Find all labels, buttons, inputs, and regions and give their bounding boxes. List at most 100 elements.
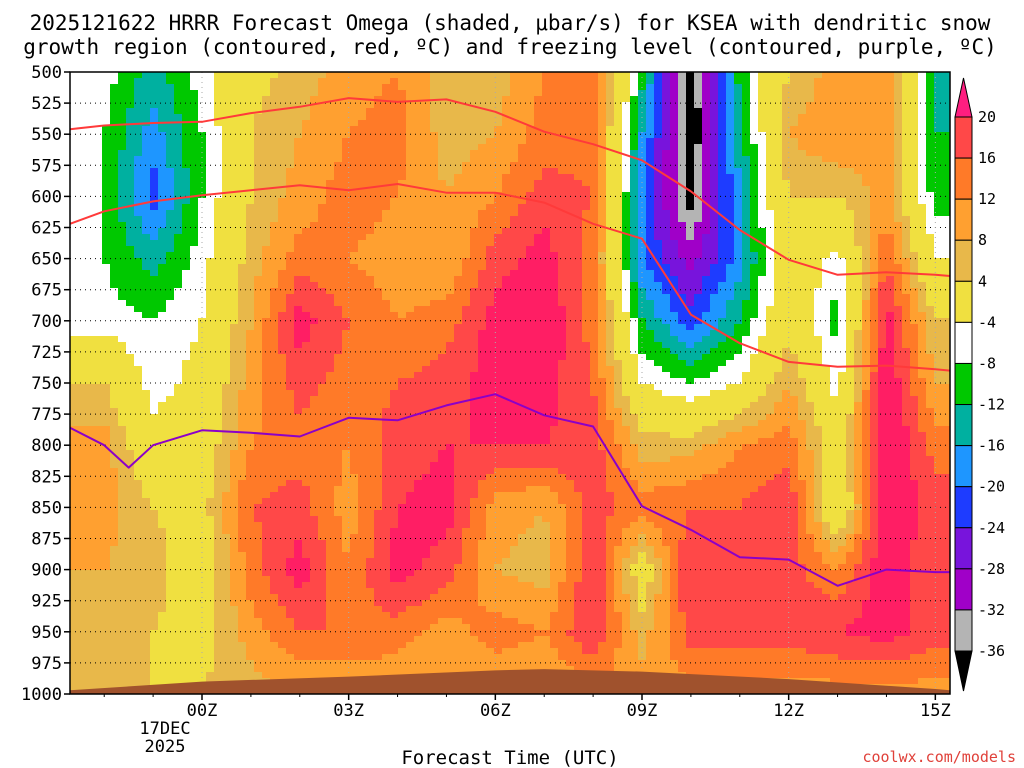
omega-cell [902,330,911,337]
omega-cell [198,126,207,133]
omega-cell [182,114,191,121]
omega-cell [574,84,583,91]
omega-cell [110,126,119,133]
omega-cell [830,78,839,85]
omega-cell [334,174,343,181]
omega-cell [558,330,567,337]
omega-cell [646,84,655,91]
omega-cell [374,342,383,349]
omega-cell [766,324,775,331]
omega-cell [302,246,311,253]
omega-cell [862,96,871,103]
omega-cell [350,240,359,247]
omega-cell [838,318,847,325]
omega-cell [726,138,735,145]
omega-cell [262,138,271,145]
omega-cell [78,156,87,163]
omega-cell [710,72,719,79]
omega-cell [702,138,711,145]
omega-cell [446,216,455,223]
omega-cell [838,114,847,121]
omega-cell [246,264,255,271]
omega-cell [910,216,919,223]
omega-cell [622,108,631,115]
omega-cell [694,186,703,193]
omega-cell [774,240,783,247]
omega-cell [486,138,495,145]
omega-cell [534,96,543,103]
omega-cell [942,228,950,235]
omega-cell [70,330,79,337]
omega-cell [222,138,231,145]
omega-cell [446,96,455,103]
omega-cell [398,96,407,103]
omega-cell [870,174,879,181]
omega-cell [462,264,471,271]
omega-cell [438,126,447,133]
omega-cell [614,270,623,277]
omega-cell [126,210,135,217]
omega-cell [734,264,743,271]
omega-cell [886,264,895,271]
omega-cell [550,276,559,283]
omega-cell [166,258,175,265]
omega-cell [734,96,743,103]
omega-cell [118,234,127,241]
omega-cell [806,228,815,235]
omega-cell [398,336,407,343]
omega-cell [390,216,399,223]
omega-cell [294,108,303,115]
omega-cell [686,114,695,121]
omega-cell [598,264,607,271]
omega-cell [182,330,191,337]
omega-cell [478,330,487,337]
omega-cell [758,204,767,211]
omega-cell [662,180,671,187]
omega-cell [830,276,839,283]
omega-cell [542,114,551,121]
omega-cell [606,90,615,97]
omega-cell [686,264,695,271]
omega-cell [382,270,391,277]
omega-cell [798,132,807,139]
omega-cell [222,186,231,193]
omega-cell [286,264,295,271]
omega-cell [534,270,543,277]
omega-cell [294,78,303,85]
omega-cell [774,102,783,109]
omega-cell [406,102,415,109]
omega-cell [598,228,607,235]
omega-cell [670,126,679,133]
omega-cell [886,288,895,295]
omega-cell [262,222,271,229]
omega-cell [198,108,207,115]
omega-cell [846,144,855,151]
omega-cell [750,174,759,181]
omega-cell [470,174,479,181]
omega-cell [822,300,831,307]
omega-cell [142,144,151,151]
omega-cell [254,120,263,127]
omega-cell [518,282,527,289]
omega-cell [830,318,839,325]
omega-cell [134,258,143,265]
omega-cell [902,324,911,331]
omega-cell [782,108,791,115]
omega-cell [366,228,375,235]
omega-cell [638,72,647,79]
omega-cell [814,138,823,145]
omega-cell [174,240,183,247]
omega-cell [606,258,615,265]
omega-cell [654,174,663,181]
omega-cell [198,222,207,229]
omega-cell [302,84,311,91]
omega-cell [214,192,223,199]
omega-cell [654,132,663,139]
omega-cell [558,90,567,97]
omega-cell [790,228,799,235]
omega-cell [198,132,207,139]
omega-cell [670,102,679,109]
omega-cell [886,330,895,337]
omega-cell [86,186,95,193]
omega-cell [382,120,391,127]
